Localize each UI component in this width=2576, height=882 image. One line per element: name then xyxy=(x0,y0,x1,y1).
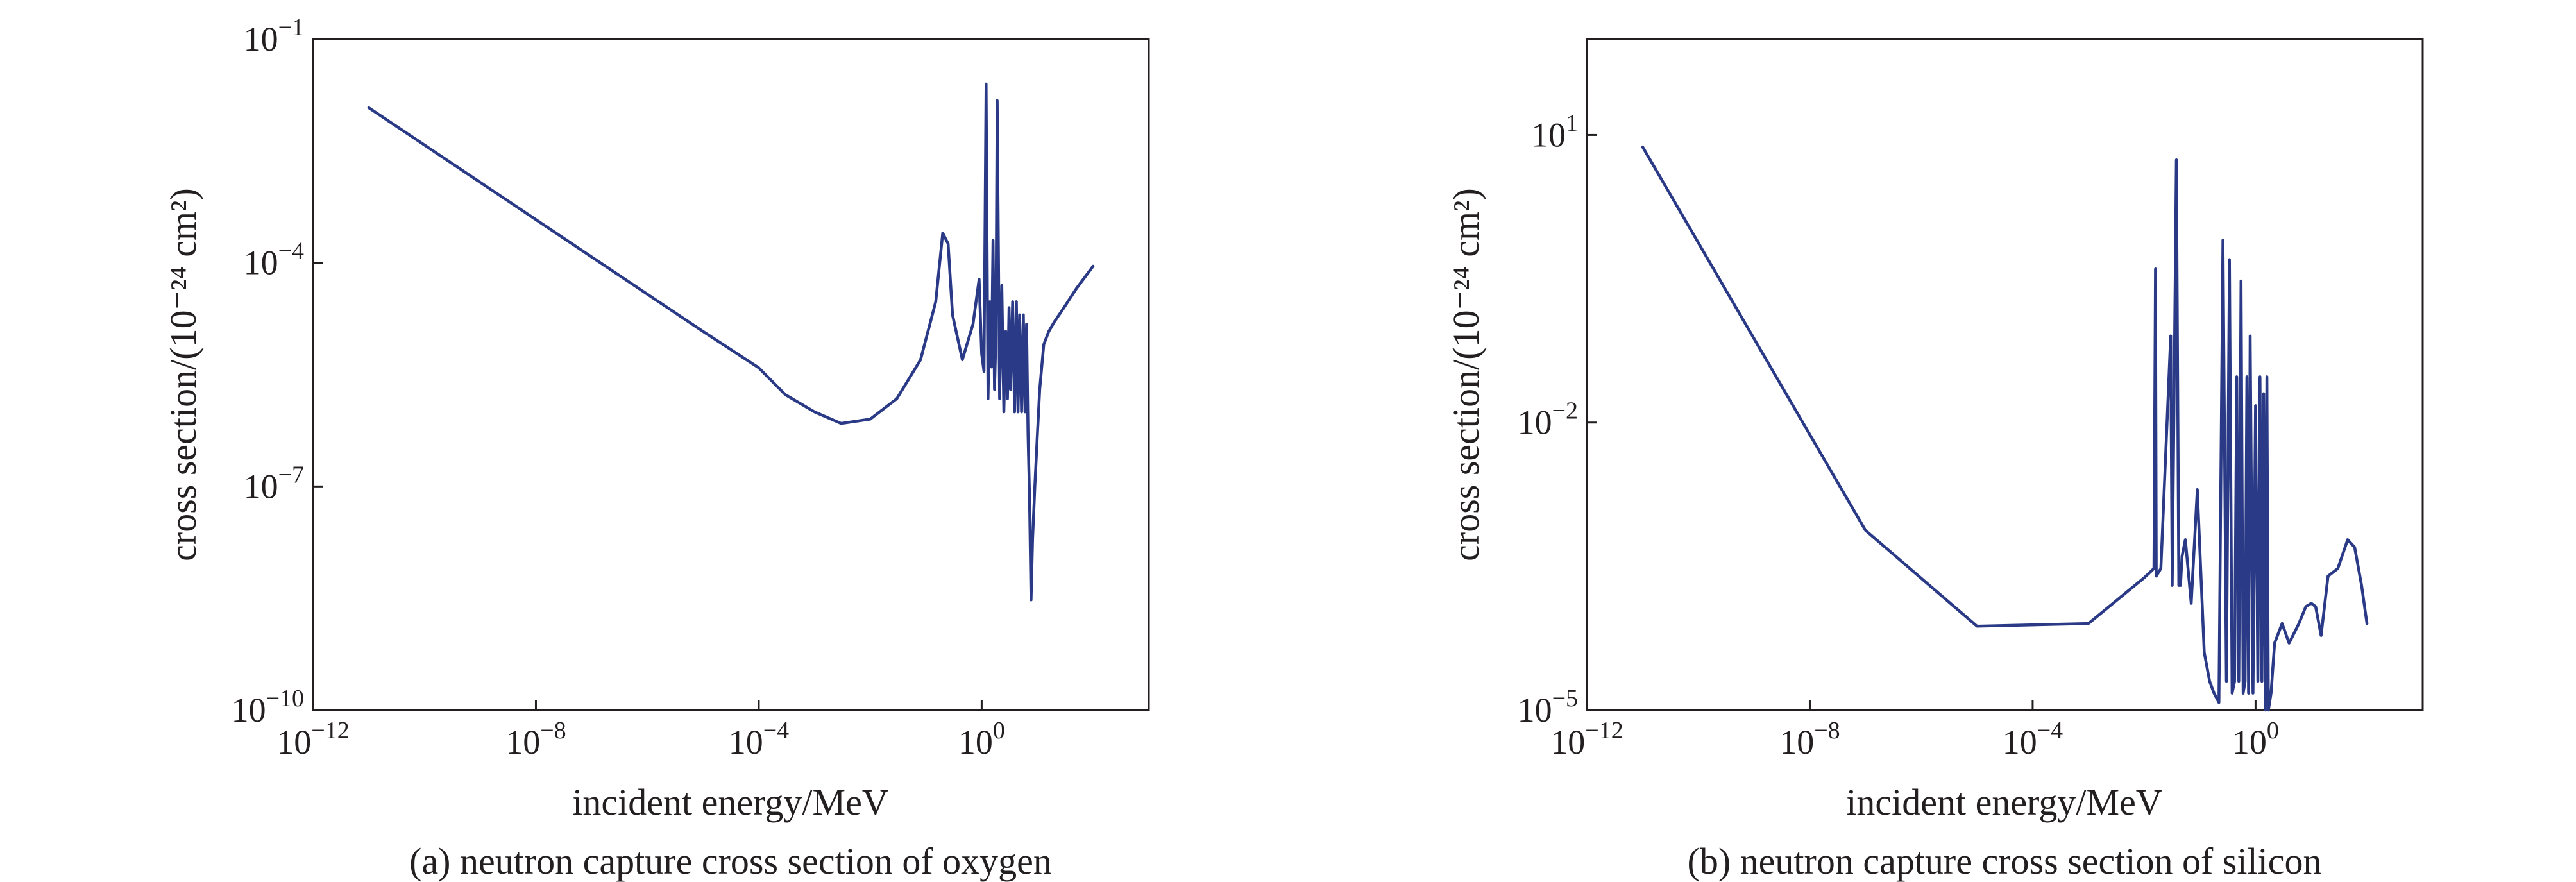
y-tick-label: 10−1 xyxy=(244,14,304,58)
y-tick-label: 10−7 xyxy=(244,461,304,505)
x-tick-label: 100 xyxy=(958,717,1005,761)
series-line-oxygen xyxy=(367,82,1095,602)
y-axis-label-a: cross section/(10⁻²⁴ cm²) xyxy=(162,188,204,561)
chart-panel-b: 10−12 10−8 10−4 100 10−5 10−2 101 incident en… xyxy=(1445,38,2424,882)
x-axis-label-a: incident energy/MeV xyxy=(572,781,889,823)
x-tick-label: 10−8 xyxy=(505,717,566,761)
y-tick-label: 10−10 xyxy=(232,685,304,729)
y-tick-label: 10−5 xyxy=(1518,685,1578,729)
y-tick-label: 101 xyxy=(1531,110,1578,154)
x-tick-label: 10−4 xyxy=(2003,717,2063,761)
y-ticks-b: 10−5 10−2 101 xyxy=(1518,110,1597,729)
y-ticks-a: 10−10 10−7 10−4 10−1 xyxy=(232,14,323,729)
x-tick-label: 100 xyxy=(2232,717,2279,761)
x-ticks-a: 10−12 10−8 10−4 100 xyxy=(276,700,1005,761)
caption-a: (a) neutron capture cross section of oxy… xyxy=(409,840,1052,882)
x-tick-label: 10−4 xyxy=(729,717,789,761)
y-tick-label: 10−4 xyxy=(244,238,304,282)
x-tick-label: 10−12 xyxy=(276,717,349,761)
caption-b: (b) neutron capture cross section of sil… xyxy=(1688,840,2322,882)
plot-frame-a xyxy=(312,38,1150,711)
x-axis-label-b: incident energy/MeV xyxy=(1846,781,2163,823)
y-axis-label-b: cross section/(10⁻²⁴ cm²) xyxy=(1445,188,1487,561)
x-tick-label: 10−8 xyxy=(1779,717,1840,761)
chart-panel-a: 10−12 10−8 10−4 100 10−10 10−7 10−4 10−1 incid… xyxy=(162,14,1150,882)
x-ticks-b: 10−12 10−8 10−4 100 xyxy=(1550,700,2279,761)
series-line-silicon xyxy=(1641,145,2369,712)
plot-frame-b xyxy=(1586,38,2424,711)
x-tick-label: 10−12 xyxy=(1550,717,1623,761)
y-tick-label: 10−2 xyxy=(1518,398,1578,442)
